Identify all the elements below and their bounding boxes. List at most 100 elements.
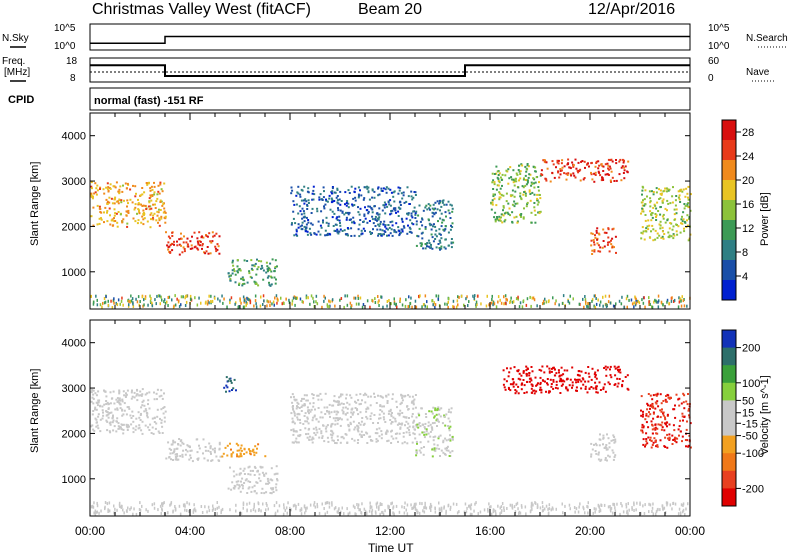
velocity-ground-point bbox=[424, 501, 426, 505]
power-echo-point bbox=[620, 179, 623, 182]
velocity-ground-point bbox=[517, 507, 519, 511]
power-ground-point bbox=[424, 304, 426, 308]
power-echo-point bbox=[204, 252, 207, 255]
power-echo-point bbox=[649, 205, 652, 208]
power-echo-point bbox=[109, 214, 111, 217]
velocity-echo-point bbox=[359, 402, 362, 405]
power-ground-point bbox=[128, 303, 130, 307]
velocity-echo-point bbox=[125, 392, 127, 395]
power-echo-point bbox=[113, 208, 116, 211]
power-ground-point bbox=[526, 297, 529, 301]
power-echo-point bbox=[113, 217, 115, 220]
power-echo-point bbox=[382, 223, 385, 226]
velocity-echo-point bbox=[97, 413, 100, 416]
velocity-ground-point bbox=[334, 506, 337, 510]
power-echo-point bbox=[156, 197, 159, 200]
velocity-echo-point bbox=[445, 439, 448, 442]
power-colorbar-frame bbox=[721, 119, 737, 301]
power-ground-point bbox=[127, 304, 130, 308]
velocity-echo-point bbox=[317, 398, 320, 401]
velocity-ground-point bbox=[141, 504, 143, 508]
velocity-panel-frame bbox=[89, 319, 691, 517]
power-echo-point bbox=[150, 207, 153, 210]
power-echo-point bbox=[579, 179, 582, 182]
power-ground-point bbox=[504, 294, 507, 298]
velocity-ground-point bbox=[598, 505, 601, 509]
power-echo-point bbox=[116, 225, 119, 228]
power-echo-point bbox=[511, 211, 514, 214]
velocity-echo-point bbox=[333, 395, 336, 398]
power-ground-point bbox=[222, 301, 224, 305]
power-echo-point bbox=[331, 216, 334, 219]
power-echo-point bbox=[350, 235, 353, 237]
velocity-echo-point bbox=[664, 446, 667, 448]
power-ground-point bbox=[542, 299, 545, 303]
power-echo-point bbox=[335, 217, 338, 220]
velocity-echo-point bbox=[552, 379, 555, 381]
velocity-echo-point bbox=[365, 410, 368, 413]
velocity-ground-point bbox=[541, 501, 544, 505]
velocity-ground-point bbox=[147, 509, 149, 513]
velocity-echo-point bbox=[299, 429, 302, 431]
power-ground-point bbox=[163, 300, 165, 304]
power-echo-point bbox=[214, 247, 217, 250]
velocity-echo-point bbox=[390, 435, 393, 438]
velocity-echo-point bbox=[391, 429, 393, 432]
power-echo-point bbox=[687, 185, 690, 188]
velocity-echo-point bbox=[158, 395, 161, 398]
velocity-echo-point bbox=[105, 414, 108, 417]
velocity-echo-point bbox=[375, 440, 378, 443]
velocity-ground-point bbox=[610, 506, 613, 510]
power-echo-point bbox=[532, 177, 535, 180]
power-echo-point bbox=[91, 187, 93, 190]
power-ground-point bbox=[171, 298, 173, 302]
velocity-ground-point bbox=[287, 501, 289, 505]
velocity-ground-point bbox=[194, 507, 196, 511]
power-echo-point bbox=[236, 265, 239, 268]
velocity-ground-point bbox=[470, 503, 473, 507]
power-ground-point bbox=[486, 294, 488, 298]
velocity-echo-point bbox=[651, 428, 654, 431]
power-echo-point bbox=[316, 207, 319, 210]
velocity-ground-point bbox=[300, 507, 303, 511]
velocity-echo-point bbox=[353, 428, 356, 431]
velocity-echo-point bbox=[433, 443, 436, 446]
velocity-echo-point bbox=[602, 388, 605, 391]
velocity-ground-point bbox=[574, 510, 576, 514]
velocity-echo-point bbox=[198, 447, 201, 450]
power-echo-point bbox=[567, 158, 570, 161]
power-echo-point bbox=[675, 208, 678, 211]
velocity-ground-point bbox=[242, 503, 245, 506]
velocity-echo-point bbox=[305, 433, 307, 436]
velocity-echo-point bbox=[141, 420, 144, 423]
velocity-echo-point bbox=[364, 401, 367, 404]
power-echo-point bbox=[193, 231, 196, 234]
power-ground-point bbox=[253, 304, 255, 308]
velocity-echo-point bbox=[595, 385, 598, 388]
power-ground-point bbox=[493, 302, 496, 306]
power-ground-point bbox=[673, 298, 676, 302]
velocity-echo-point bbox=[582, 383, 585, 386]
velocity-echo-point bbox=[155, 392, 158, 395]
power-echo-point bbox=[433, 223, 435, 226]
velocity-ground-point bbox=[331, 503, 333, 507]
power-ground-point bbox=[189, 294, 192, 298]
power-echo-point bbox=[160, 217, 163, 220]
velocity-ground-point bbox=[194, 509, 197, 513]
power-echo-point bbox=[664, 207, 667, 210]
velocity-ground-point bbox=[500, 505, 503, 509]
power-echo-point bbox=[197, 248, 200, 251]
power-echo-point bbox=[440, 205, 443, 208]
power-ground-point bbox=[683, 304, 686, 308]
velocity-ground-point bbox=[127, 506, 129, 510]
power-echo-point bbox=[601, 165, 604, 168]
power-echo-point bbox=[268, 281, 270, 284]
velocity-echo-point bbox=[660, 424, 663, 427]
power-echo-point bbox=[493, 181, 496, 184]
power-echo-point bbox=[505, 169, 508, 172]
power-echo-point bbox=[641, 204, 644, 207]
velocity-echo-point bbox=[546, 378, 549, 380]
velocity-echo-point bbox=[649, 394, 652, 397]
power-echo-point bbox=[587, 162, 589, 165]
power-ground-point bbox=[369, 305, 371, 309]
